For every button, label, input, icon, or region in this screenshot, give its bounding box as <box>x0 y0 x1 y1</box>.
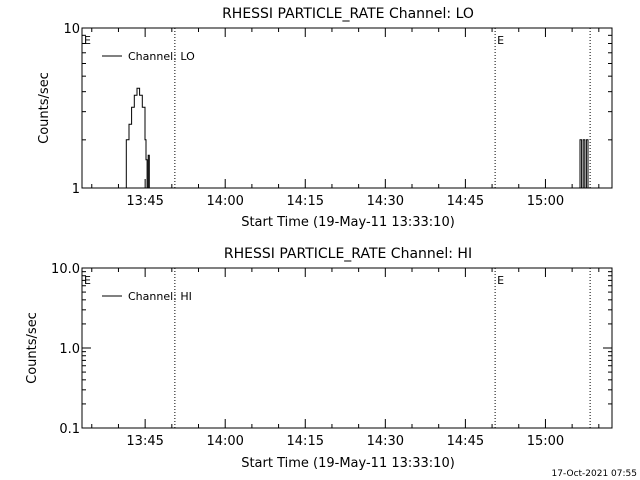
y-tick-label: 1 <box>72 182 80 197</box>
series-line <box>579 139 589 189</box>
panel-lo: RHESSI PARTICLE_RATE Channel: LO Start T… <box>37 6 613 230</box>
x-tick-label: 14:45 <box>447 434 484 449</box>
panel-hi: RHESSI PARTICLE_RATE Channel: HI Start T… <box>25 246 613 471</box>
y-tick-label: 10.0 <box>51 262 80 277</box>
x-tick-label: 14:00 <box>206 434 243 449</box>
event-label: E <box>84 274 91 287</box>
x-tick-label: 14:30 <box>367 434 404 449</box>
x-tick-label: 14:15 <box>287 194 324 209</box>
y-tick-label: 1.0 <box>59 342 80 357</box>
legend-label: Channel: LO <box>128 50 195 63</box>
x-tick-label: 15:00 <box>527 194 564 209</box>
y-axis-label: Counts/sec <box>25 312 40 384</box>
x-tick-label: 14:15 <box>287 434 324 449</box>
x-axis-label: Start Time (19-May-11 13:33:10) <box>241 215 455 230</box>
event-label: E <box>84 34 91 47</box>
y-tick-label: 10 <box>63 22 80 37</box>
y-tick-label: 0.1 <box>59 422 80 437</box>
series-line <box>125 87 150 189</box>
event-label: E <box>497 34 504 47</box>
plot-frame <box>81 27 613 189</box>
legend-label: Channel: HI <box>128 290 192 303</box>
event-label: E <box>497 274 504 287</box>
chart-title: RHESSI PARTICLE_RATE Channel: LO <box>222 6 474 22</box>
x-axis-label: Start Time (19-May-11 13:33:10) <box>241 456 455 471</box>
x-tick-label: 14:00 <box>206 194 243 209</box>
chart-title: RHESSI PARTICLE_RATE Channel: HI <box>224 246 472 262</box>
x-tick-label: 14:45 <box>447 194 484 209</box>
x-tick-label: 14:30 <box>367 194 404 209</box>
x-tick-label: 15:00 <box>527 434 564 449</box>
footer-timestamp: 17-Oct-2021 07:55 <box>552 469 637 479</box>
y-axis-label: Counts/sec <box>37 72 52 144</box>
x-tick-label: 13:45 <box>126 194 163 209</box>
x-tick-label: 13:45 <box>126 434 163 449</box>
